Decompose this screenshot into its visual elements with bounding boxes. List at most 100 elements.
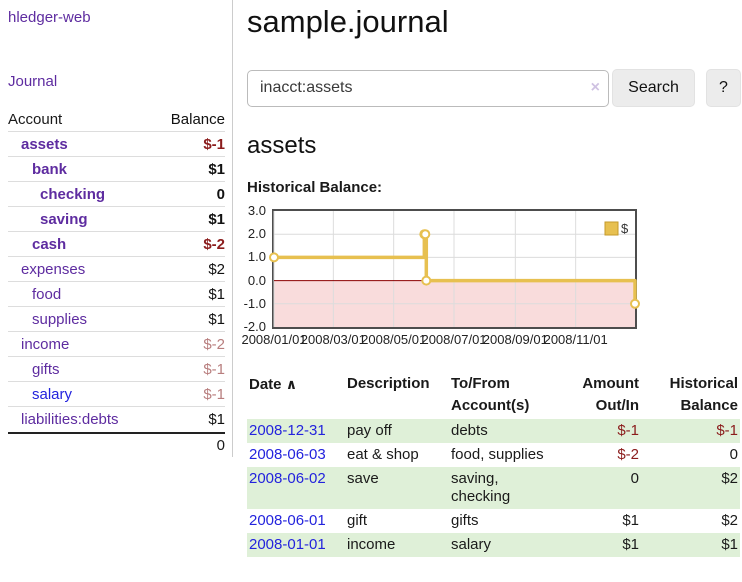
x-tick-label: 2008/09/01 — [482, 332, 548, 347]
register-cell: pay off — [347, 422, 392, 439]
app-title-link[interactable]: hledger-web — [8, 9, 91, 26]
page-title: sample.journal — [247, 4, 449, 39]
register-cell: $-1 — [617, 422, 639, 439]
register-cell: $1 — [721, 536, 738, 553]
sidebar-item-journal[interactable]: Journal — [8, 73, 58, 90]
account-balance: $1 — [208, 310, 225, 328]
legend-label: $ — [621, 221, 629, 236]
register-cell: $-2 — [617, 446, 639, 463]
account-link[interactable]: liabilities:debts — [21, 411, 119, 428]
transaction-date-link[interactable]: 2008-06-01 — [249, 512, 326, 529]
register-cell: $-1 — [716, 422, 738, 439]
account-balance: $1 — [208, 411, 225, 428]
account-link[interactable]: gifts — [32, 360, 60, 378]
y-tick-label: -1.0 — [243, 295, 266, 311]
account-row: cash $-2 — [8, 232, 225, 257]
historical-balance-chart: 3.0 2.0 1.0 0.0 -1.0 -2.0 $ 2008/01/01 2008/03… — [241, 204, 640, 350]
x-tick-label: 2008/03/01 — [300, 332, 366, 347]
transaction-row: 2008-06-02 save saving, checking 0 $2 — [247, 467, 740, 509]
account-balance: $-2 — [203, 235, 225, 253]
account-link[interactable]: expenses — [21, 260, 86, 278]
chart-title: Historical Balance: — [247, 179, 383, 196]
account-balance: $-1 — [203, 135, 225, 153]
column-header-amount: Amount Out/In — [582, 375, 639, 414]
account-balance: $1 — [208, 210, 225, 228]
account-link[interactable]: salary — [32, 385, 73, 403]
accounts-rows: assets $-1 bank $1 checking 0 saving $1 cash $-2 e… — [8, 132, 225, 432]
account-row: expenses $2 — [8, 257, 225, 282]
account-row: gifts $-1 — [8, 357, 225, 382]
register-cell: saving, checking — [451, 470, 511, 505]
register-cell: gifts — [451, 512, 479, 529]
transaction-date-link[interactable]: 2008-06-02 — [249, 470, 326, 487]
chart-x-axis-labels: 2008/01/01 2008/03/01 2008/05/01 2008/07/01… — [241, 332, 637, 350]
account-link[interactable]: income — [21, 335, 70, 353]
account-row: saving $1 — [8, 207, 225, 232]
account-row: income $-2 — [8, 332, 225, 357]
account-link[interactable]: saving — [40, 210, 88, 228]
transaction-row: 2008-06-03 eat & shop food, supplies $-2 0 — [247, 443, 740, 467]
account-row: assets $-1 — [8, 132, 225, 157]
register-cell: 0 — [630, 470, 639, 487]
account-link[interactable]: food — [32, 285, 62, 303]
account-heading: assets — [247, 132, 317, 159]
help-button[interactable]: ? — [706, 69, 741, 107]
account-link[interactable]: checking — [40, 185, 106, 203]
search-input[interactable] — [247, 69, 609, 107]
register-cell[interactable]: 2008-06-02 — [247, 467, 345, 509]
register-cell: salary — [451, 536, 492, 553]
register-cell: $1 — [622, 536, 639, 553]
register-header-row: Date ∧ Description To/From Account(s) Amo… — [247, 371, 740, 419]
register-cell[interactable]: 2008-01-01 — [247, 533, 345, 557]
register-cell: $2 — [721, 470, 738, 487]
accounts-table-header: Account Balance — [8, 107, 225, 132]
register-cell: save — [347, 470, 379, 487]
account-row: checking 0 — [8, 182, 225, 207]
y-tick-label: 0.0 — [247, 272, 266, 288]
register-cell[interactable]: 2008-06-01 — [247, 509, 345, 533]
account-row: salary $-1 — [8, 382, 225, 407]
x-tick-label: 2008/01/01 — [241, 332, 307, 347]
register-cell: $1 — [622, 512, 639, 529]
x-tick-label: 2008/07/01 — [421, 332, 487, 347]
register-cell: $2 — [721, 512, 738, 529]
account-link[interactable]: supplies — [32, 310, 88, 328]
y-tick-label: -2.0 — [243, 319, 266, 334]
account-link[interactable]: assets — [21, 135, 68, 153]
account-column-header: Account — [8, 110, 63, 128]
sidebar: hledger-web Journal Account Balance asse… — [0, 0, 233, 457]
clear-search-icon[interactable]: × — [590, 78, 600, 96]
transaction-row: 2008-01-01 income salary $1 $1 — [247, 533, 740, 557]
transaction-row: 2008-06-01 gift gifts $1 $2 — [247, 509, 740, 533]
column-header-description: Description — [347, 375, 430, 392]
column-header-date: Date ∧ — [249, 376, 298, 393]
accounts-total-value: 0 — [216, 437, 225, 454]
balance-column-header: Balance — [170, 110, 225, 128]
transaction-date-link[interactable]: 2008-12-31 — [249, 422, 326, 439]
transaction-date-link[interactable]: 2008-01-01 — [249, 536, 326, 553]
register-cell: debts — [451, 422, 488, 439]
y-tick-label: 2.0 — [247, 226, 266, 242]
column-header-accounts: To/From Account(s) — [451, 375, 530, 414]
account-link[interactable]: cash — [32, 235, 67, 253]
account-row: bank $1 — [8, 157, 225, 182]
column-header-balance: Historical Balance — [669, 375, 738, 414]
transaction-row: 2008-12-31 pay off debts $-1 $-1 — [247, 419, 740, 443]
account-balance: $-1 — [203, 360, 225, 378]
transaction-date-link[interactable]: 2008-06-03 — [249, 446, 326, 463]
register-cell: income — [347, 536, 396, 553]
search-bar: × Search ? — [247, 69, 742, 107]
account-balance: $1 — [208, 160, 225, 178]
search-box: × — [247, 69, 609, 107]
account-row: supplies $1 — [8, 307, 225, 332]
accounts-total-row: 0 — [8, 432, 225, 457]
register-cell: food, supplies — [451, 446, 544, 463]
account-balance: 0 — [216, 185, 225, 203]
accounts-balance-table: Account Balance assets $-1 bank $1 checking 0… — [8, 107, 225, 457]
search-button[interactable]: Search — [612, 69, 695, 107]
register-cell: 0 — [729, 446, 738, 463]
chart-plot-area: $ — [269, 209, 640, 329]
account-link[interactable]: bank — [32, 160, 68, 178]
register-cell[interactable]: 2008-06-03 — [247, 443, 345, 467]
register-cell[interactable]: 2008-12-31 — [247, 419, 345, 443]
